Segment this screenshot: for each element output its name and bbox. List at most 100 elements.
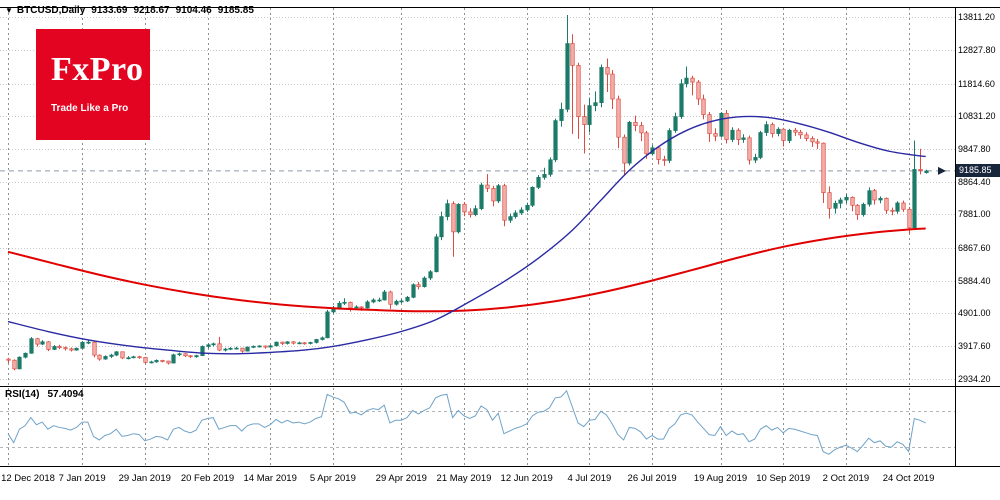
candle-body-down <box>188 355 193 358</box>
ohlc-low: 9104.46 <box>175 5 212 16</box>
price-axis[interactable]: 9185.85 13811.20 12827.80 11814.60 10831.20… <box>956 0 1000 467</box>
price-tick-label: 10831.20 <box>958 111 996 122</box>
candle-body-up <box>422 277 427 288</box>
ohlc-close: 9185.85 <box>217 5 254 16</box>
candle-body-down <box>280 341 285 344</box>
candle-body-down <box>302 342 307 345</box>
chart-collapse-icon[interactable]: ▼ <box>5 6 13 15</box>
candle-body-down <box>850 196 855 206</box>
candle-body-up <box>445 203 450 217</box>
candle-body-down <box>827 192 832 209</box>
candle-body-down <box>890 209 895 212</box>
candle-body-up <box>354 306 359 309</box>
candle-body-up <box>394 300 399 305</box>
candle-body-down <box>701 98 706 115</box>
rsi-line <box>7 389 926 455</box>
candle-body-down <box>815 141 820 144</box>
candle-body-up <box>776 128 781 134</box>
candle-body-up <box>587 105 592 125</box>
candle-body-down <box>63 347 68 350</box>
candle-body-down <box>616 98 621 138</box>
candle-body-up <box>274 341 279 347</box>
ohlc-open: 9133.69 <box>91 5 128 16</box>
candle-body-down <box>57 346 62 348</box>
candle-body-up <box>719 112 724 137</box>
candle-body-down <box>183 353 188 357</box>
candle-body-up <box>439 216 444 238</box>
candle-body-up <box>764 124 769 133</box>
candle-body-up <box>565 43 570 110</box>
candle-body-down <box>810 138 815 143</box>
candle-body-down <box>872 190 877 201</box>
rsi-value: 57.4094 <box>47 389 84 400</box>
candle-body-down <box>781 128 786 141</box>
candle-body-down <box>644 132 649 155</box>
candle-body-down <box>690 77 695 83</box>
candle-body-up <box>109 354 114 357</box>
chart-title-bar: ▼ BTCUSD,Daily 9133.69 9218.67 9104.46 9185.8… <box>5 5 260 16</box>
candle-body-up <box>405 296 410 302</box>
candle-body-up <box>103 356 108 360</box>
candle-body-up <box>40 341 45 345</box>
candle-body-down <box>6 358 11 361</box>
candle-body-down <box>416 284 421 288</box>
candle-body-down <box>468 211 473 215</box>
candle-body-up <box>548 159 553 175</box>
time-tick-label: 29 Apr 2019 <box>375 473 427 484</box>
candle-body-up <box>530 187 535 206</box>
candle-body-up <box>593 102 598 106</box>
candle-body-up <box>268 345 273 348</box>
candle-body-up <box>513 212 518 217</box>
candle-body-down <box>46 341 51 350</box>
current-price-badge: 9185.85 <box>956 164 1000 178</box>
ohlc-high: 9218.67 <box>133 5 170 16</box>
candle-body-up <box>599 67 604 104</box>
time-axis[interactable]: 12 Dec 2018 7 Jan 2019 29 Jan 2019 20 Feb 2… <box>0 467 1000 500</box>
candle-body-up <box>377 299 382 302</box>
candle-body-up <box>684 77 689 85</box>
candle-body-down <box>502 185 507 221</box>
candle-body-down <box>217 343 222 351</box>
time-tick-label: 4 Jul 2019 <box>567 473 612 484</box>
candle-body-up <box>114 351 119 356</box>
candle-body-up <box>667 130 672 161</box>
price-tick-label: 7881.00 <box>958 209 991 220</box>
candle-body-up <box>867 190 872 205</box>
candle-body-up <box>149 361 154 364</box>
time-tick-label: 12 Dec 2018 <box>1 473 55 484</box>
candle-body-up <box>741 137 746 140</box>
candle-body-up <box>52 346 57 350</box>
candle-body-down <box>491 188 496 202</box>
candle-body-up <box>758 132 763 158</box>
candle-body-down <box>462 203 467 213</box>
time-tick-label: 19 Aug 2019 <box>693 473 748 484</box>
candle-body-down <box>582 116 587 125</box>
candle-body-up <box>320 337 325 340</box>
candle-body-down <box>656 147 661 160</box>
candle-body-up <box>371 299 376 303</box>
last-price-arrow <box>938 166 946 175</box>
candle-body-down <box>747 137 752 161</box>
candle-body-down <box>143 357 148 363</box>
candle-body-up <box>844 196 849 201</box>
candle-body-up <box>245 346 250 352</box>
candle-body-up <box>753 157 758 161</box>
time-tick-label: 2 Oct 2019 <box>822 473 870 484</box>
candle-body-down <box>485 184 490 189</box>
candle-body-up <box>456 203 461 233</box>
candle-body-up <box>251 345 256 348</box>
time-tick-label: 29 Jan 2019 <box>118 473 171 484</box>
candle-body-up <box>399 300 404 303</box>
candle-body-up <box>154 360 159 363</box>
candle-body-up <box>895 202 900 212</box>
candle-body-down <box>713 133 718 137</box>
ma-fast-blue-line <box>7 115 926 355</box>
price-tick-label: 8864.40 <box>958 176 991 187</box>
candle-body-up <box>126 357 131 360</box>
candle-body-down <box>35 338 40 345</box>
candle-body-up <box>325 311 330 339</box>
candle-body-up <box>228 347 233 350</box>
candle-body-up <box>525 204 530 211</box>
